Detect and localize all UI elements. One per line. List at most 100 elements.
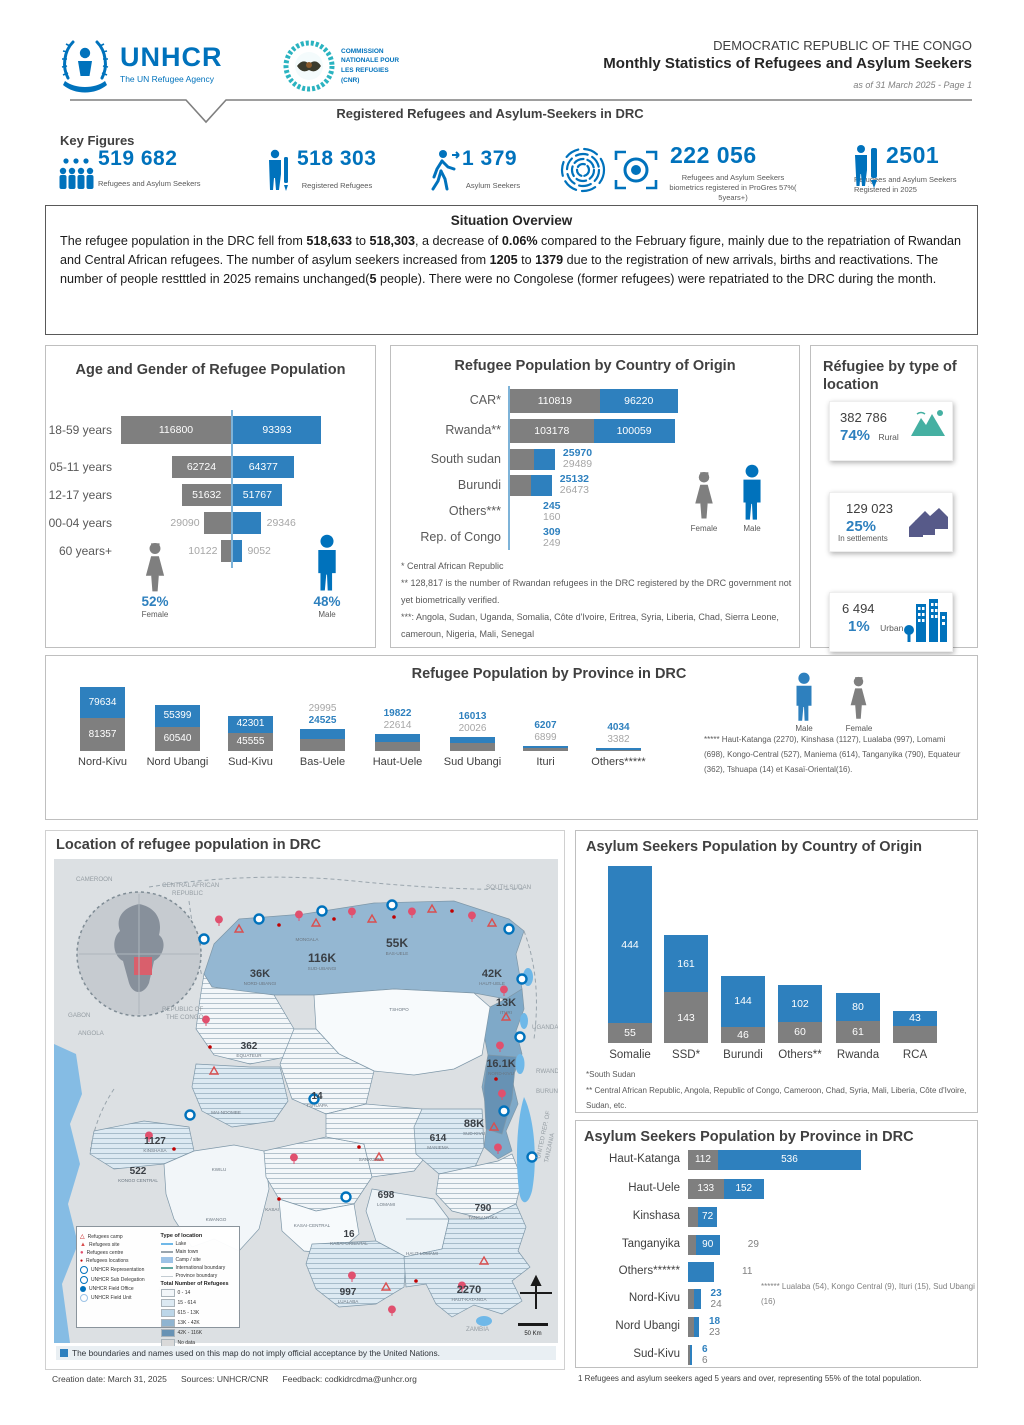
unhcr-office-marker xyxy=(526,1151,538,1163)
overview-run: The refugee population in the DRC fell f… xyxy=(60,234,307,248)
refugee-location-marker xyxy=(277,1197,281,1201)
age-gender-chart: 18-59 years 116800 93393 05-11 years 62724 64… xyxy=(46,346,377,649)
map-label: 698 xyxy=(378,1190,395,1201)
legend-item: Main town xyxy=(160,1249,237,1255)
overview-run: people). There were no Congolese (former… xyxy=(376,272,937,287)
refugee-location-marker xyxy=(500,985,508,996)
map-label: MANIEMA xyxy=(427,1145,449,1150)
gray-bar xyxy=(836,1021,880,1043)
map-label: THE CONGO xyxy=(166,1014,204,1021)
key-figure-caption: Asylum Seekers xyxy=(465,181,521,190)
female-bar xyxy=(510,475,532,496)
blue-bar xyxy=(695,1235,720,1255)
map-label: BURUNDI xyxy=(536,1088,558,1095)
legend-range-item: 615 - 13K xyxy=(160,1309,237,1317)
outside-value: 24525 xyxy=(308,715,337,727)
age-label: 05-11 years xyxy=(49,460,112,474)
outside-value: 3382 xyxy=(607,733,630,745)
female-value: 10122 xyxy=(188,545,218,557)
origin-label: CAR* xyxy=(469,393,501,407)
overview-text: The refugee population in the DRC fell f… xyxy=(60,232,963,289)
province-title: Refugee Population by Province in DRC xyxy=(411,666,687,682)
blue-value: 536 xyxy=(781,1154,798,1165)
outside-value: 4034 xyxy=(607,721,630,733)
map-label: KASAI xyxy=(265,1207,279,1212)
male-value: 51767 xyxy=(242,489,272,501)
female-bar xyxy=(596,749,641,751)
map-label: 522 xyxy=(130,1166,147,1177)
pyramid-axis xyxy=(231,410,233,568)
female-value: 160 xyxy=(543,511,561,523)
outside-value: 6207 xyxy=(534,719,557,731)
male-value: 64377 xyxy=(248,461,278,473)
male-legend-icon xyxy=(733,464,771,521)
unhcr-office-marker xyxy=(253,913,265,925)
legend-item: UNHCR Representation xyxy=(80,1266,156,1274)
male-legend-label: Male xyxy=(795,724,813,733)
map-label: 790 xyxy=(475,1203,492,1214)
unhcr-logo: UNHCR The UN Refugee Agency xyxy=(58,36,223,94)
map-label: 614 xyxy=(430,1133,447,1144)
settlements-value: 129 023 xyxy=(846,501,893,516)
unhcr-logo-text: UNHCR xyxy=(120,42,223,72)
female-bar xyxy=(155,726,200,751)
age-label: 60 years+ xyxy=(58,544,112,558)
rural-pct: 74% xyxy=(840,427,871,444)
male-value: 29346 xyxy=(266,517,296,529)
male-value: 55399 xyxy=(163,709,192,721)
female-bar xyxy=(510,419,594,443)
blue-bar xyxy=(690,1345,692,1365)
person-pencil-icon xyxy=(269,149,288,191)
legend-item: UNHCR Field Office xyxy=(80,1286,156,1292)
row-label: Tanganyika xyxy=(621,1238,680,1250)
category-label: Sud-Kivu xyxy=(228,756,273,768)
male-bar xyxy=(596,747,641,750)
blue-value: 23 xyxy=(710,1288,722,1299)
female-value: 62724 xyxy=(186,461,217,473)
male-value: 100059 xyxy=(616,425,652,437)
iris-scan-icon xyxy=(614,150,658,190)
svg-text:50 Km: 50 Km xyxy=(524,1331,541,1337)
male-legend-icon xyxy=(308,534,346,592)
gray-bar xyxy=(688,1150,718,1170)
legend-range-item: 13K - 42K xyxy=(160,1319,237,1327)
key-figure-item: 519 682 Refugees and Asylum Seekers xyxy=(58,147,228,189)
row-label: Haut-Uele xyxy=(628,1182,680,1194)
urban-value: 6 494 xyxy=(842,601,875,616)
female-bar xyxy=(121,416,231,444)
asylum-origin-title: Asylum Seekers Population by Country of … xyxy=(586,839,922,855)
category-label: Burundi xyxy=(723,1049,763,1061)
blue-value: 144 xyxy=(734,995,752,1008)
crowd-icon xyxy=(59,158,94,189)
location-type-title: Réfugiee by type of location xyxy=(823,359,957,394)
settlements-pct: 25% xyxy=(846,518,877,535)
banner-title: Registered Refugees and Asylum-Seekers i… xyxy=(336,106,644,121)
map-label: UGANDA xyxy=(532,1024,558,1031)
female-value: 29489 xyxy=(562,458,593,470)
female-value: 60540 xyxy=(163,732,192,744)
unhcr-office-marker xyxy=(386,899,398,911)
female-value: 45555 xyxy=(236,735,265,747)
gray-value: 60 xyxy=(794,1026,806,1039)
age-label: 00-04 years xyxy=(48,516,112,530)
female-value: 110819 xyxy=(537,395,572,407)
unhcr-emblem-icon xyxy=(61,40,109,93)
origin-footnote: ** 128,817 is the number of Rwandan refu… xyxy=(401,578,792,605)
map-label: 16.1K xyxy=(486,1058,515,1070)
female-bar xyxy=(182,484,231,506)
overview-run: , a decrease of xyxy=(415,234,502,248)
unhcr-office-marker xyxy=(514,1031,526,1043)
origin-axis xyxy=(508,386,510,550)
male-bar xyxy=(450,736,495,743)
legend-item: ● Refugees locations xyxy=(80,1258,129,1264)
male-value: 309 xyxy=(543,526,561,538)
map-label: 362 xyxy=(241,1041,258,1052)
male-bar xyxy=(233,416,321,444)
gray-bar xyxy=(608,1023,652,1043)
gray-value: 61 xyxy=(852,1026,864,1039)
map-label: MAI-NDOMBE xyxy=(211,1110,241,1115)
legend-range-item: 15 - 614 xyxy=(160,1299,237,1307)
outside-value: 20026 xyxy=(458,722,487,734)
province-footnote: ***** Haut-Katanga (2270), Kinshasa (112… xyxy=(704,735,961,775)
gray-value: 6 xyxy=(702,1355,708,1366)
